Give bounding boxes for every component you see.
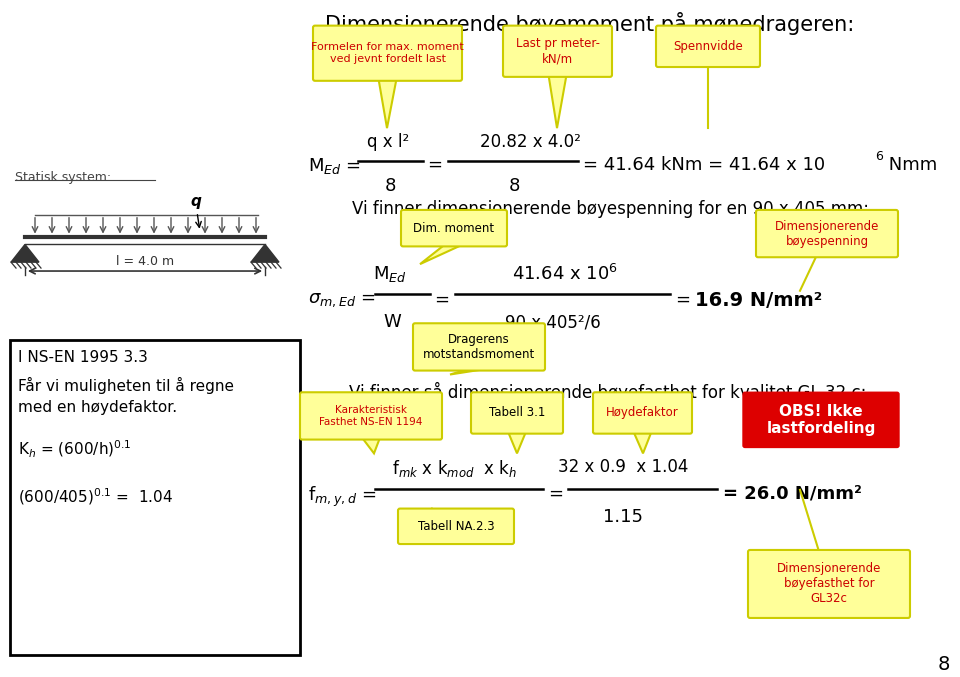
- Polygon shape: [11, 244, 39, 262]
- Text: I NS-EN 1995 3.3: I NS-EN 1995 3.3: [18, 350, 148, 365]
- Text: 8: 8: [938, 655, 950, 674]
- Text: W: W: [383, 313, 401, 332]
- Text: Formelen for max. moment
ved jevnt fordelt last: Formelen for max. moment ved jevnt forde…: [311, 43, 464, 64]
- Text: M$_{Ed}$: M$_{Ed}$: [373, 264, 407, 284]
- Text: Karakteristisk
Fasthet NS-EN 1194: Karakteristisk Fasthet NS-EN 1194: [320, 405, 422, 427]
- FancyBboxPatch shape: [401, 210, 507, 246]
- Text: Vi finner dimensjonerende bøyespenning for en 90 x 405 mm:: Vi finner dimensjonerende bøyespenning f…: [351, 200, 869, 218]
- Text: 1.15: 1.15: [603, 508, 643, 525]
- FancyBboxPatch shape: [10, 340, 300, 655]
- Text: Vi finner så dimensjonerende bøyefasthet for kvalitet GL 32 c:: Vi finner så dimensjonerende bøyefasthet…: [349, 383, 867, 403]
- Text: = 41.64 kNm = 41.64 x 10: = 41.64 kNm = 41.64 x 10: [583, 156, 826, 174]
- Text: 8: 8: [508, 177, 519, 196]
- Polygon shape: [548, 75, 566, 128]
- Polygon shape: [450, 368, 488, 374]
- FancyBboxPatch shape: [743, 392, 899, 447]
- Text: =: =: [548, 485, 563, 503]
- FancyBboxPatch shape: [300, 392, 442, 439]
- FancyBboxPatch shape: [398, 508, 514, 544]
- Text: l = 4.0 m: l = 4.0 m: [116, 255, 174, 268]
- FancyBboxPatch shape: [313, 26, 462, 81]
- Text: OBS! Ikke
lastfordeling: OBS! Ikke lastfordeling: [766, 403, 876, 436]
- Text: = 26.0 N/mm²: = 26.0 N/mm²: [723, 485, 862, 503]
- Text: Dimensjonerende
bøyespenning: Dimensjonerende bøyespenning: [775, 219, 879, 248]
- FancyBboxPatch shape: [656, 26, 760, 67]
- Text: $\sigma$$_{m, Ed}$ =: $\sigma$$_{m, Ed}$ =: [308, 290, 375, 309]
- Text: q x l²: q x l²: [367, 133, 409, 151]
- Text: f$_{m,y,d}$ =: f$_{m,y,d}$ =: [308, 485, 376, 509]
- FancyBboxPatch shape: [756, 210, 898, 257]
- Text: Får vi muligheten til å regne
med en høydefaktor.: Får vi muligheten til å regne med en høy…: [18, 378, 234, 416]
- FancyBboxPatch shape: [748, 550, 910, 618]
- Text: Dragerens
motstandsmoment: Dragerens motstandsmoment: [422, 333, 535, 361]
- FancyBboxPatch shape: [503, 26, 612, 77]
- Text: M$_{Ed}$ =: M$_{Ed}$ =: [308, 156, 361, 176]
- FancyBboxPatch shape: [413, 324, 545, 370]
- Polygon shape: [362, 437, 380, 454]
- Text: Nmm: Nmm: [883, 156, 937, 174]
- Polygon shape: [378, 79, 396, 128]
- Text: Last pr meter-
kN/m: Last pr meter- kN/m: [516, 37, 599, 65]
- Text: K$_h$ = (600/h)$^{0.1}$: K$_h$ = (600/h)$^{0.1}$: [18, 439, 132, 460]
- Polygon shape: [251, 244, 279, 262]
- Text: Dimensjonerende bøyemoment på mønedrageren:: Dimensjonerende bøyemoment på mønedrager…: [325, 12, 854, 35]
- Text: Dimensjonerende
bøyefasthet for
GL32c: Dimensjonerende bøyefasthet for GL32c: [777, 563, 881, 605]
- Text: 90 x 405²/6: 90 x 405²/6: [505, 313, 601, 332]
- Text: q: q: [190, 194, 201, 209]
- FancyBboxPatch shape: [593, 392, 692, 434]
- Polygon shape: [420, 244, 463, 264]
- Text: Dim. moment: Dim. moment: [414, 221, 494, 235]
- Text: 41.64 x 10$^6$: 41.64 x 10$^6$: [512, 264, 618, 284]
- Text: 32 x 0.9  x 1.04: 32 x 0.9 x 1.04: [558, 458, 688, 477]
- Text: 8: 8: [384, 177, 396, 196]
- Polygon shape: [508, 432, 526, 454]
- Text: Tabell NA.2.3: Tabell NA.2.3: [418, 520, 494, 533]
- Text: Statisk system:: Statisk system:: [15, 171, 111, 183]
- FancyBboxPatch shape: [471, 392, 563, 434]
- Text: =: =: [427, 156, 442, 174]
- Text: =: =: [675, 290, 690, 309]
- Text: 16.9 N/mm²: 16.9 N/mm²: [695, 290, 823, 310]
- Text: 20.82 x 4.0²: 20.82 x 4.0²: [480, 133, 581, 151]
- Text: Høydefaktor: Høydefaktor: [606, 406, 679, 420]
- Text: $\gamma$$_m$: $\gamma$$_m$: [418, 508, 443, 525]
- Polygon shape: [634, 432, 652, 454]
- Text: f$_{mk}$ x k$_{mod}$  x k$_h$: f$_{mk}$ x k$_{mod}$ x k$_h$: [393, 458, 517, 479]
- Text: Tabell 3.1: Tabell 3.1: [489, 406, 545, 420]
- Text: 6: 6: [875, 150, 883, 162]
- Text: Spennvidde: Spennvidde: [673, 40, 743, 53]
- Text: =: =: [434, 290, 449, 309]
- Text: (600/405)$^{0.1}$ =  1.04: (600/405)$^{0.1}$ = 1.04: [18, 486, 173, 506]
